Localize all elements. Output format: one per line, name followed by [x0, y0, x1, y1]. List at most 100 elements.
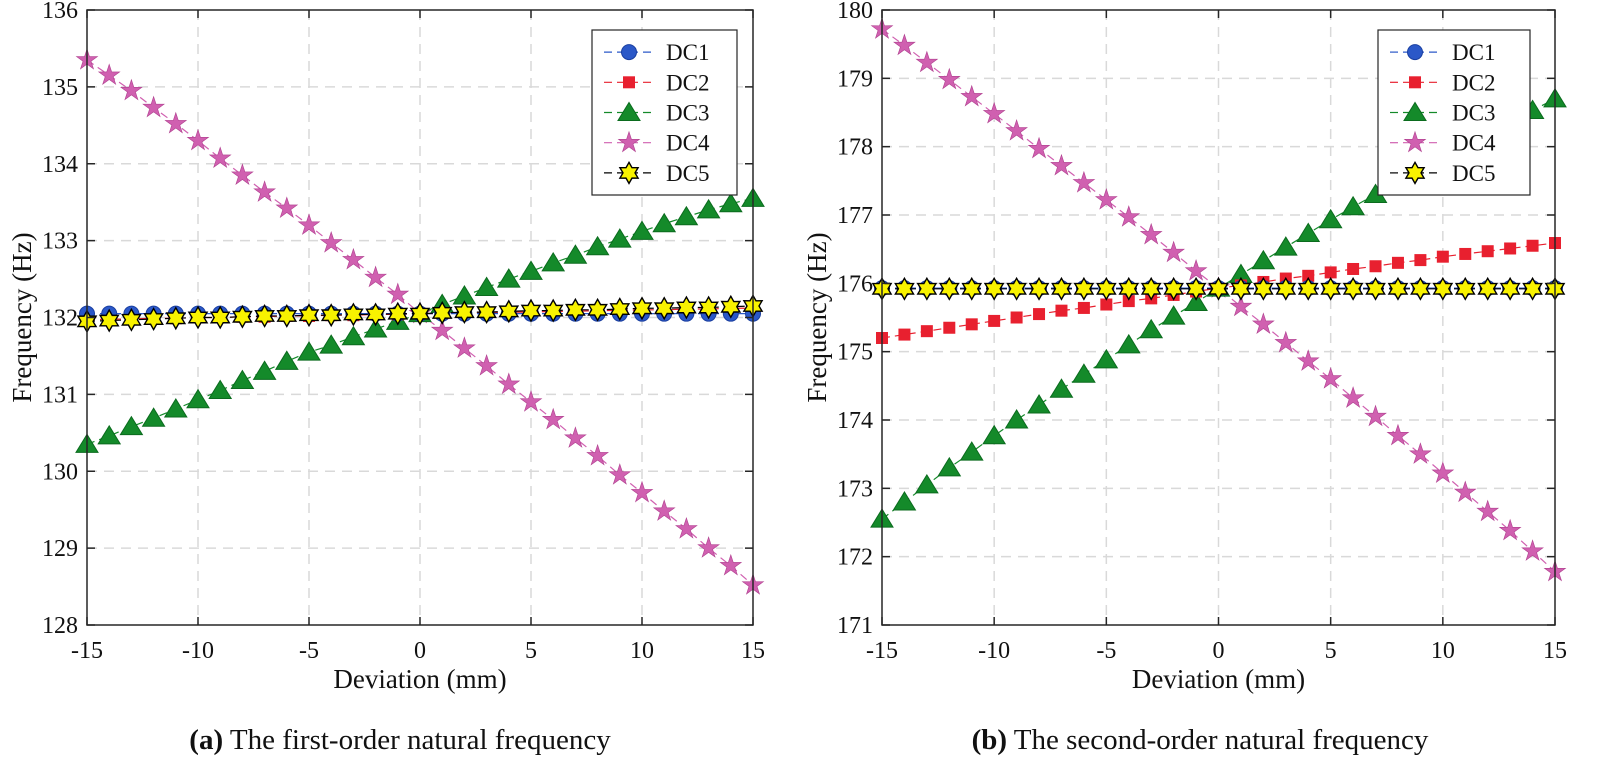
a-point-dc4: [142, 95, 165, 118]
a-point-dc5: [454, 300, 475, 325]
b-point-dc3: [892, 491, 917, 511]
b-xtick-label: 10: [1431, 638, 1455, 664]
b-legend-marker-dc1: [1407, 44, 1423, 61]
a-point-dc4: [208, 146, 232, 169]
b-point-dc2: [1033, 308, 1046, 321]
a-point-dc4: [453, 336, 476, 358]
a-point-dc5: [431, 300, 453, 325]
b-point-dc5: [1208, 276, 1229, 301]
b-point-dc2: [1324, 266, 1337, 279]
b-point-dc4: [1409, 442, 1432, 464]
a-point-dc5: [254, 304, 275, 328]
b-series-dc4: [870, 17, 1567, 582]
a-point-dc3: [363, 318, 388, 338]
a-legend: DC1 DC2 DC3 DC4 DC5: [591, 29, 738, 196]
b-point-dc4: [1005, 118, 1028, 141]
b-point-dc5: [1163, 276, 1184, 301]
a-point-dc5: [631, 296, 653, 321]
b-point-dc2: [1347, 262, 1360, 275]
b-point-dc4: [1319, 367, 1343, 389]
a-point-dc5: [98, 308, 120, 333]
a-ytick-label: 130: [42, 459, 78, 485]
a-point-dc5: [165, 306, 187, 331]
b-point-dc5: [1297, 276, 1319, 301]
b-point-dc3: [1184, 291, 1208, 311]
chart-a: -15 -10 -5 0 5 10 15 128 129 130 131 132 133 134 135 13…: [7, 0, 765, 694]
a-point-dc3: [496, 268, 521, 288]
a-point-dc4: [120, 78, 143, 101]
a-point-dc5: [587, 297, 608, 322]
b-point-dc5: [1522, 276, 1543, 301]
b-point-dc4: [1364, 404, 1387, 427]
b-ytick-label: 175: [837, 340, 873, 366]
a-point-dc4: [586, 443, 609, 466]
b-point-dc4: [1184, 259, 1208, 281]
a-legend-label-dc2: DC2: [666, 70, 709, 95]
b-point-dc2: [1414, 254, 1427, 267]
a-point-dc5: [320, 303, 342, 328]
a-point-dc4: [386, 282, 410, 305]
a-point-dc5: [143, 307, 164, 331]
a-ytick-label: 131: [42, 382, 78, 408]
a-point-dc5: [676, 295, 697, 320]
b-point-dc3: [1161, 305, 1186, 325]
b-point-dc2: [898, 328, 911, 341]
b-point-dc5: [894, 276, 915, 301]
a-point-dc3: [274, 350, 299, 370]
b-ytick-label: 176: [837, 271, 873, 297]
a-point-dc3: [230, 369, 255, 390]
b-point-dc4: [1341, 386, 1365, 408]
a-point-dc4: [519, 390, 543, 412]
b-point-dc4: [1251, 312, 1275, 335]
a-point-dc4: [675, 516, 698, 539]
b-point-dc5: [961, 276, 983, 301]
b-point-dc2: [1526, 239, 1539, 252]
b-ytick-label: 180: [837, 0, 873, 24]
a-point-dc5: [498, 299, 520, 324]
a-point-dc3: [186, 388, 210, 409]
a-legend-marker-dc5: [618, 160, 640, 185]
b-xtick-label: 0: [1213, 638, 1225, 664]
a-xtick-label: 5: [525, 638, 537, 664]
b-point-dc4: [915, 50, 939, 73]
a-point-dc4: [697, 536, 720, 558]
b-point-dc2: [1100, 298, 1113, 311]
b-point-dc5: [1454, 276, 1476, 301]
a-point-dc4: [275, 196, 299, 219]
b-point-dc5: [1365, 276, 1386, 301]
b-point-dc5: [1253, 276, 1274, 301]
a-point-dc4: [564, 426, 587, 448]
b-point-dc4: [1050, 153, 1073, 176]
a-point-dc4: [608, 463, 632, 485]
a-xtick-label: -15: [71, 638, 103, 664]
b-point-dc2: [1391, 256, 1404, 269]
b-point-dc5: [1051, 276, 1072, 301]
a-xtick-label: 0: [414, 638, 426, 664]
b-point-dc3: [1116, 333, 1141, 354]
b-ytick-label: 172: [837, 545, 873, 571]
a-point-dc5: [187, 305, 209, 330]
b-point-dc5: [1410, 276, 1431, 301]
b-ytick-label: 173: [837, 476, 873, 502]
b-point-dc2: [1122, 295, 1135, 308]
a-point-dc3: [652, 212, 677, 233]
b-legend: DC1 DC2 DC3 DC4 DC5: [1377, 29, 1531, 196]
a-point-dc4: [475, 353, 498, 376]
a-point-dc4: [364, 265, 387, 288]
b-point-dc5: [1073, 276, 1095, 301]
b-point-dc4: [960, 84, 984, 107]
a-point-dc4: [541, 407, 565, 430]
a-point-dc5: [698, 295, 719, 320]
b-point-dc4: [982, 101, 1006, 124]
a-ytick-label: 128: [42, 613, 78, 639]
b-point-dc3: [1251, 249, 1276, 270]
b-point-dc2: [1459, 247, 1472, 260]
b-series-dc5: [871, 276, 1566, 301]
a-xtick-label: -10: [182, 638, 214, 664]
a-ytick-label: 132: [42, 306, 78, 332]
b-xtick-label: 5: [1325, 638, 1337, 664]
b-point-dc3: [1094, 348, 1119, 369]
a-point-dc3: [252, 360, 277, 380]
b-point-dc4: [1072, 170, 1096, 193]
b-point-dc2: [1436, 250, 1449, 263]
